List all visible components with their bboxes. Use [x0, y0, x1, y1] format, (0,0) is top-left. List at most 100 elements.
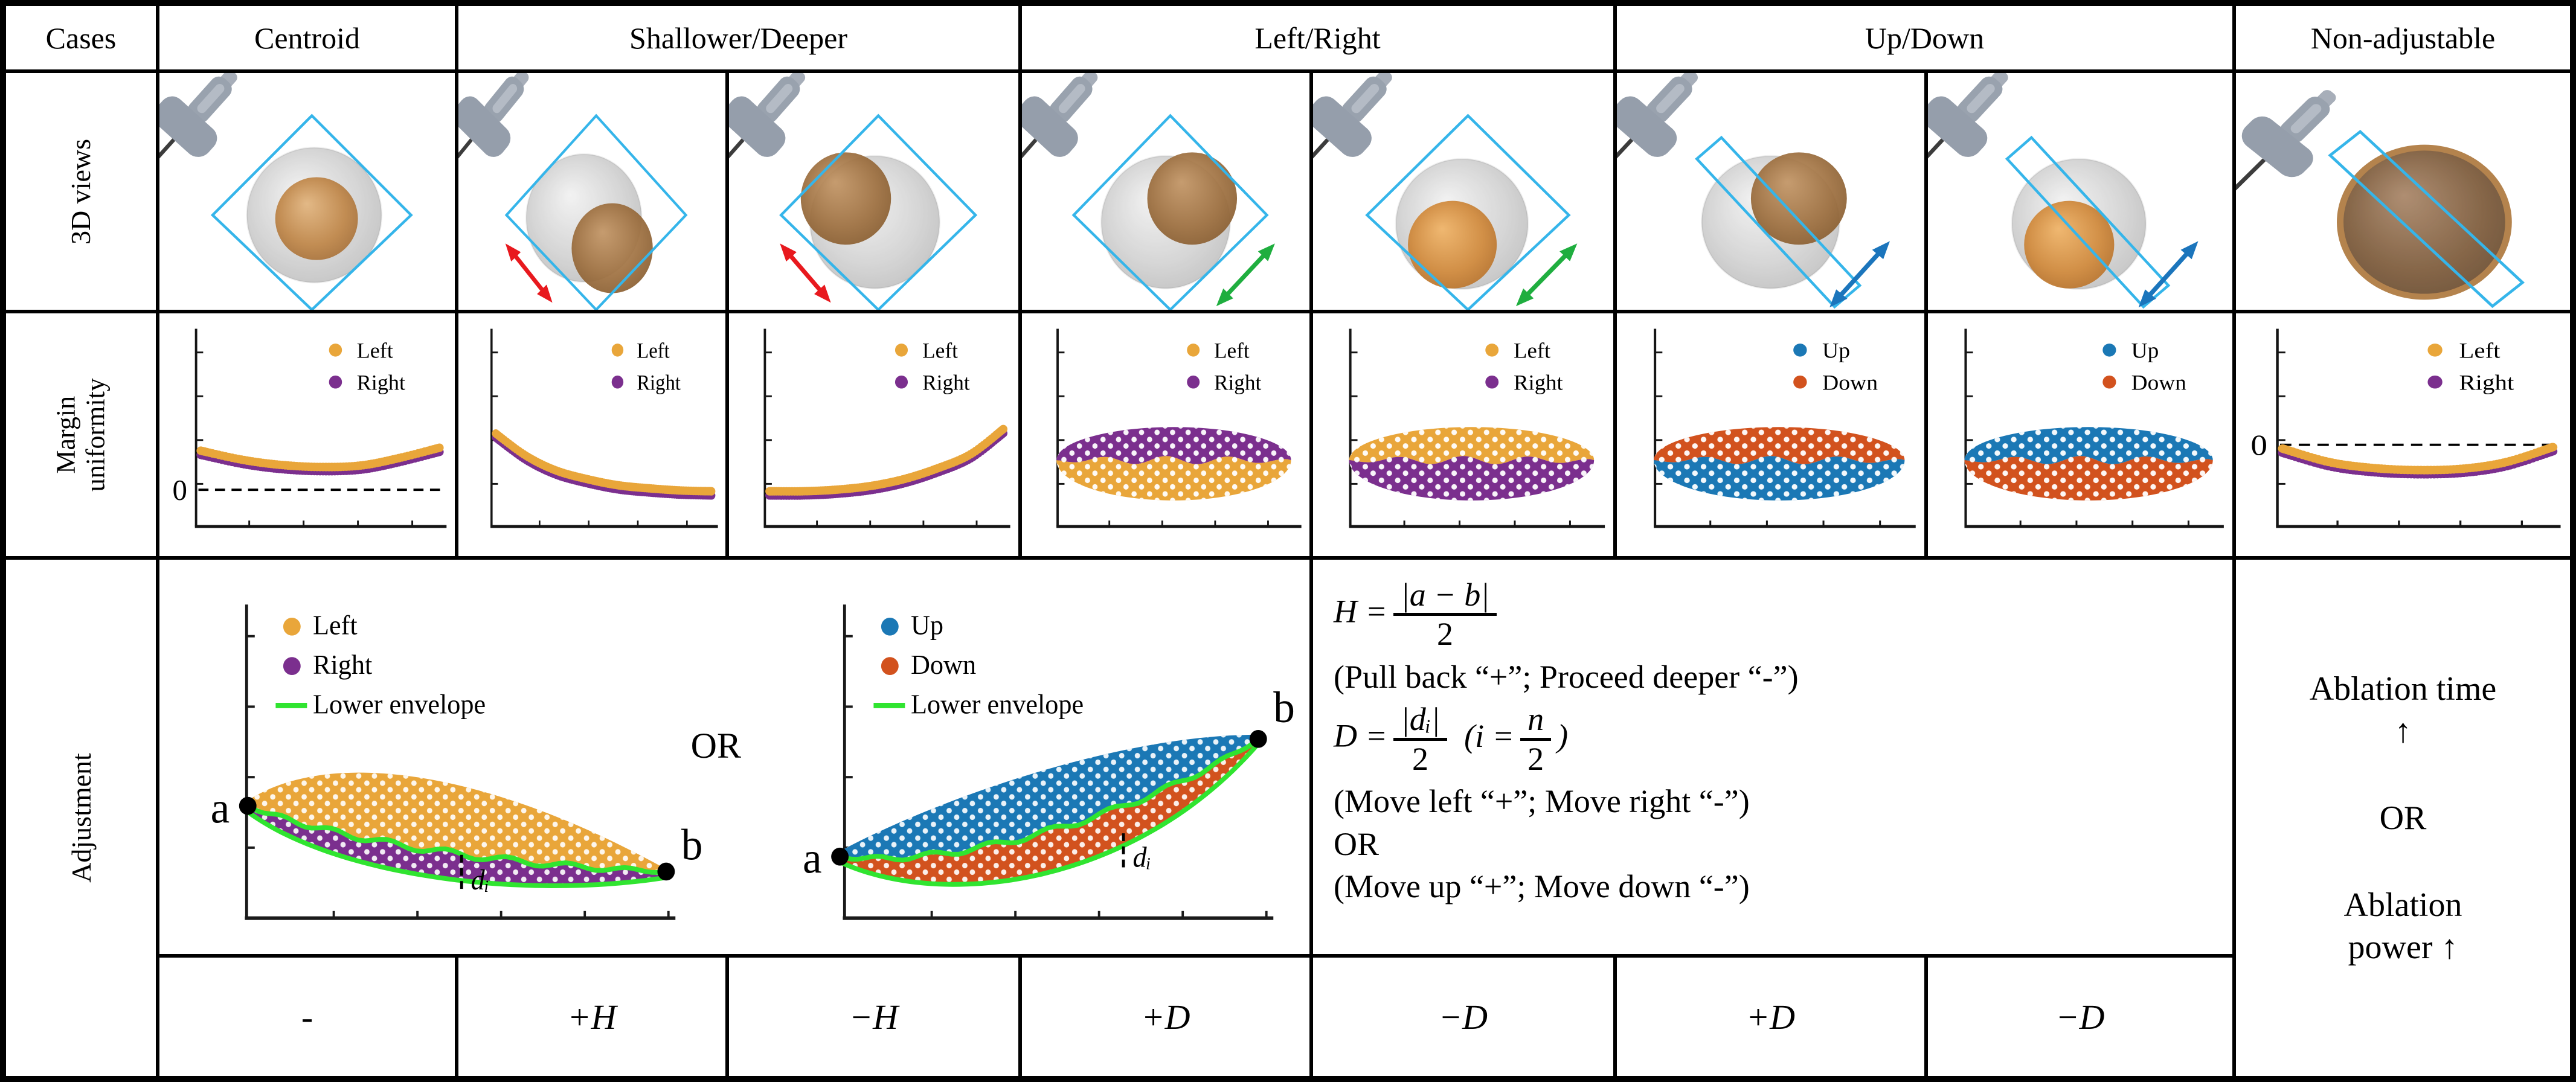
row-label-margin-uniformity: Margin uniformity [6, 313, 156, 556]
formula-d-denominator: 2 [1412, 740, 1429, 777]
margin-plot-up-chart: Up Down [1654, 328, 1916, 528]
header-cases-label: Cases [45, 21, 117, 55]
formula-d-paren-denominator: 2 [1527, 740, 1544, 777]
row-label-adjustment-text: Adjustment [65, 753, 97, 883]
header-left-right: Left/Right [1022, 6, 1613, 69]
svg-text:Lower envelope: Lower envelope [911, 689, 1084, 720]
margin-plot-centroid: 0 Left Right [159, 313, 455, 556]
view-shallower [458, 73, 725, 310]
bottom-centroid-symbol: - [301, 997, 313, 1037]
view-right-illustration [1313, 73, 1578, 310]
svg-text:dᵢ: dᵢ [1133, 842, 1151, 874]
svg-text:Left: Left [313, 610, 358, 641]
svg-text:Up: Up [911, 610, 943, 641]
adjustment-plot-left-right-chart: a b dᵢ Left Right Lower envelope [211, 604, 703, 920]
view-deeper [729, 73, 1018, 310]
view-shallower-illustration [458, 73, 688, 310]
bottom-right: −D [1313, 958, 1613, 1076]
margin-plot-down-chart: Up Down [1964, 328, 2224, 528]
margin-plot-left: Left Right [1022, 313, 1309, 556]
formula-d-lhs: D = [1334, 717, 1387, 754]
non-adjustable-action: Ablation time ↑ OR Ablation power ↑ [2236, 560, 2570, 1076]
formula-h-fraction: |a − b| 2 [1393, 577, 1497, 653]
svg-text:a: a [211, 783, 230, 832]
formula-h-denominator: 2 [1437, 616, 1453, 653]
svg-text:Right: Right [2459, 371, 2514, 395]
bottom-up: +D [1617, 958, 1924, 1076]
svg-text:b: b [1273, 683, 1295, 732]
header-non-adjustable: Non-adjustable [2236, 6, 2570, 69]
bottom-left: +D [1022, 958, 1309, 1076]
svg-text:Left: Left [2459, 339, 2500, 363]
bottom-deeper: −H [729, 958, 1018, 1076]
svg-text:Left: Left [637, 339, 670, 363]
bottom-right-symbol: −D [1438, 997, 1488, 1037]
view-down [1928, 73, 2232, 310]
bottom-shallower-symbol: +H [567, 997, 617, 1037]
formula-h-lhs: H = [1334, 593, 1387, 630]
bottom-shallower: +H [458, 958, 725, 1076]
margin-plot-right-chart: Left Right [1349, 328, 1605, 528]
bottom-left-symbol: +D [1141, 997, 1190, 1037]
header-centroid-label: Centroid [254, 21, 360, 55]
margin-plot-centroid-chart: 0 Left Right [173, 328, 447, 528]
ablation-power: Ablation power ↑ [2343, 886, 2462, 966]
margin-plot-non-adjustable: 0 Left Right [2236, 313, 2570, 556]
view-non-adjustable-illustration [2236, 90, 2525, 309]
header-centroid: Centroid [159, 6, 455, 69]
svg-text:Left: Left [1214, 338, 1250, 363]
svg-text:Left: Left [357, 338, 393, 362]
margin-plot-non-adjustable-chart: 0 Left Right [2250, 328, 2561, 528]
view-right [1313, 73, 1613, 310]
adjustment-or-label: OR [690, 726, 741, 766]
margin-plot-shallower: Left Right [458, 313, 725, 556]
svg-text:Down: Down [911, 649, 976, 680]
svg-text:0: 0 [173, 473, 187, 507]
header-up-down-label: Up/Down [1865, 21, 1985, 55]
margin-plot-up: Up Down [1617, 313, 1924, 556]
margin-plot-down: Up Down [1928, 313, 2232, 556]
formula-d-numerator: |dᵢ| [1393, 701, 1448, 741]
adjustment-plot-up-down-chart: a b dᵢ Up Down Lower envelope [803, 604, 1295, 920]
view-up-illustration [1617, 73, 1890, 309]
formula-h-note: (Pull back “+”; Proceed deeper “-”) [1334, 658, 1799, 695]
adjustment-plot-up-down: a b dᵢ Up Down Lower envelope [757, 560, 1309, 954]
svg-text:Left: Left [922, 338, 958, 362]
formula-d-fraction: |dᵢ| 2 [1393, 701, 1448, 777]
formula-or: OR [1334, 825, 1380, 862]
formula-d-paren-post: ) [1557, 717, 1569, 754]
adjustment-formulas: H = |a − b| 2 (Pull back “+”; Proceed deep… [1313, 560, 2232, 954]
row-label-adjustment: Adjustment [6, 560, 156, 1076]
margin-plot-left-chart: Left Right [1056, 328, 1302, 528]
header-up-down: Up/Down [1617, 6, 2232, 69]
svg-text:b: b [681, 821, 703, 869]
formula-ud-note: (Move up “+”; Move down “-”) [1334, 868, 1750, 905]
svg-text:dᵢ: dᵢ [471, 865, 489, 897]
view-centroid [159, 73, 455, 310]
svg-text:Right: Right [637, 371, 681, 395]
bottom-up-symbol: +D [1746, 997, 1796, 1037]
adjustment-plot-left-right: a b dᵢ Left Right Lower envelope [159, 560, 711, 954]
view-up [1617, 73, 1924, 310]
margin-plot-right: Left Right [1313, 313, 1613, 556]
formula-h: H = |a − b| 2 [1334, 577, 2212, 653]
header-left-right-label: Left/Right [1254, 21, 1381, 55]
margin-plot-deeper-chart: Left Right [763, 328, 1010, 528]
svg-text:Left: Left [1514, 338, 1550, 363]
header-shallower-deeper: Shallower/Deeper [458, 6, 1018, 69]
svg-text:Right: Right [357, 370, 405, 394]
svg-text:Lower envelope: Lower envelope [313, 689, 486, 720]
formula-h-numerator: |a − b| [1393, 577, 1497, 616]
header-cases: Cases [6, 6, 156, 69]
view-left-illustration [1022, 73, 1275, 310]
adjustment-plots: a b dᵢ Left Right Lower envelope OR a b dᵢ Up Dow… [159, 560, 1309, 954]
formula-d: D = |dᵢ| 2 (i = n 2) [1334, 701, 2212, 777]
svg-text:Right: Right [1514, 370, 1563, 395]
row-label-margin-uniformity-text: Margin uniformity [51, 377, 111, 492]
formula-d-paren-numerator: n [1520, 701, 1552, 741]
svg-text:Right: Right [922, 370, 970, 394]
ablation-or: OR [2379, 799, 2427, 837]
svg-text:0: 0 [2250, 429, 2267, 461]
